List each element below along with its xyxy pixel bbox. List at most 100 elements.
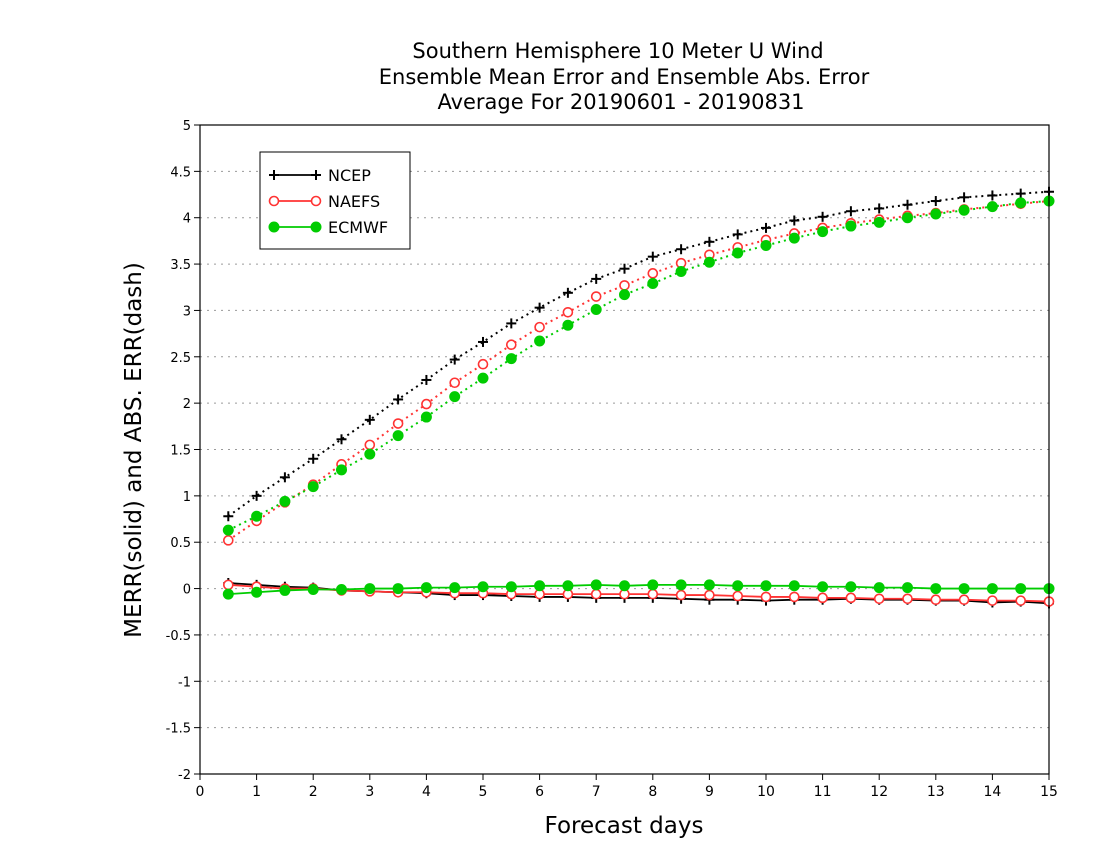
point-mean-error-ecmwf — [760, 580, 772, 592]
legend-marker-naefs — [310, 195, 322, 207]
point-abs-error-ecmwf — [364, 448, 376, 460]
point-abs-error-ecmwf — [420, 411, 432, 423]
point-abs-error-naefs — [449, 377, 461, 389]
point-abs-error-naefs — [534, 321, 545, 333]
point-abs-error-ncep — [1015, 188, 1026, 199]
legend-marker-ncep — [269, 170, 279, 180]
point-mean-error-ecmwf — [675, 579, 687, 591]
x-tick-label: 6 — [535, 784, 544, 800]
y-tick-label: -1 — [178, 675, 191, 690]
point-abs-error-ecmwf — [392, 430, 404, 442]
point-abs-error-ecmwf — [732, 247, 744, 259]
y-tick-label: 5 — [183, 119, 191, 134]
x-tick-label: 11 — [814, 784, 832, 800]
point-abs-error-ncep — [279, 472, 290, 483]
point-mean-error-naefs — [817, 592, 828, 604]
point-mean-error-ecmwf — [902, 582, 913, 594]
x-tick-label: 13 — [927, 784, 945, 800]
point-abs-error-ecmwf — [986, 201, 998, 213]
series-ecmwf — [222, 195, 1055, 600]
point-abs-error-ecmwf — [788, 232, 800, 244]
point-mean-error-ecmwf — [873, 582, 885, 594]
point-abs-error-ecmwf — [562, 319, 574, 331]
point-mean-error-naefs — [675, 589, 687, 601]
point-mean-error-naefs — [223, 579, 234, 591]
point-mean-error-ecmwf — [534, 580, 546, 592]
point-abs-error-naefs — [223, 535, 234, 546]
y-tick-label: 1 — [183, 490, 191, 505]
point-abs-error-naefs — [421, 398, 432, 410]
title-line-3: Average For 20190601 - 20190831 — [437, 90, 804, 114]
point-abs-error-ecmwf — [1015, 197, 1027, 209]
point-abs-error-ncep — [506, 318, 517, 329]
point-abs-error-ncep — [449, 354, 460, 365]
series-layer — [222, 186, 1055, 609]
y-axis-label: MERR(solid) and ABS. ERR(dash) — [121, 262, 147, 638]
point-abs-error-ncep — [789, 215, 800, 226]
title-line-1: Southern Hemisphere 10 Meter U Wind — [412, 39, 823, 63]
point-abs-error-naefs — [590, 291, 602, 302]
point-mean-error-ecmwf — [364, 583, 376, 595]
point-mean-error-naefs — [647, 588, 659, 600]
point-abs-error-ecmwf — [930, 208, 942, 220]
point-mean-error-ecmwf — [336, 583, 347, 595]
point-abs-error-ncep — [421, 374, 432, 385]
point-abs-error-ncep — [619, 263, 630, 274]
point-mean-error-ecmwf — [505, 581, 517, 593]
y-tick-label: 4 — [183, 212, 191, 227]
point-abs-error-ecmwf — [619, 289, 630, 301]
gridlines — [200, 170, 1049, 729]
point-mean-error-ecmwf — [845, 581, 857, 593]
title-line-2: Ensemble Mean Error and Ensemble Abs. Er… — [379, 65, 870, 89]
point-abs-error-ecmwf — [703, 256, 715, 268]
point-mean-error-ecmwf — [703, 579, 715, 591]
y-tick-label: 0.5 — [170, 536, 191, 551]
point-abs-error-ncep — [902, 199, 913, 210]
x-tick-label: 3 — [365, 784, 374, 800]
point-mean-error-ecmwf — [251, 586, 263, 598]
point-abs-error-ecmwf — [477, 372, 489, 384]
point-abs-error-ecmwf — [251, 510, 263, 522]
point-abs-error-ecmwf — [845, 220, 857, 232]
point-abs-error-ncep — [251, 490, 262, 501]
point-mean-error-ecmwf — [1015, 583, 1027, 595]
point-mean-error-ecmwf — [307, 583, 319, 595]
point-abs-error-ncep — [393, 394, 404, 405]
point-abs-error-ecmwf — [647, 278, 659, 290]
axes: -2-1.5-1-0.500.511.522.533.544.550 1 2 3 4 5 6… — [166, 119, 1058, 800]
point-mean-error-naefs — [760, 591, 772, 603]
point-abs-error-ecmwf — [534, 335, 546, 347]
legend-label-naefs: NAEFS — [328, 192, 380, 211]
point-mean-error-ecmwf — [817, 581, 829, 593]
y-tick-label: 2 — [183, 397, 191, 412]
point-mean-error-naefs — [590, 588, 602, 600]
x-tick-label: 2 — [309, 784, 318, 800]
legend-marker-ncep — [311, 170, 321, 180]
point-mean-error-naefs — [902, 593, 913, 605]
x-tick-label: 12 — [870, 784, 888, 800]
point-abs-error-ncep — [478, 336, 488, 347]
point-mean-error-ecmwf — [930, 583, 942, 595]
point-abs-error-ecmwf — [958, 204, 970, 216]
point-abs-error-ecmwf — [902, 212, 913, 224]
point-abs-error-ncep — [987, 190, 998, 201]
y-tick-label: -1.5 — [166, 722, 191, 737]
legend-item-ecmwf: ECMWF — [268, 218, 388, 237]
x-tick-label: 4 — [422, 784, 431, 800]
point-mean-error-ecmwf — [619, 580, 630, 592]
point-abs-error-ncep — [874, 203, 885, 214]
point-abs-error-ecmwf — [336, 464, 347, 476]
point-mean-error-ecmwf — [392, 583, 404, 595]
y-tick-label: -2 — [178, 768, 191, 783]
point-mean-error-naefs — [788, 591, 800, 603]
point-abs-error-ncep — [930, 196, 941, 207]
point-mean-error-naefs — [958, 594, 970, 605]
x-tick-label: 5 — [479, 784, 488, 800]
y-tick-label: 0 — [183, 583, 191, 598]
point-abs-error-naefs — [619, 280, 630, 291]
line-abs-error-ecmwf — [227, 200, 1050, 532]
x-tick-label: 8 — [648, 784, 657, 800]
legend-item-ncep: NCEP — [269, 166, 371, 185]
